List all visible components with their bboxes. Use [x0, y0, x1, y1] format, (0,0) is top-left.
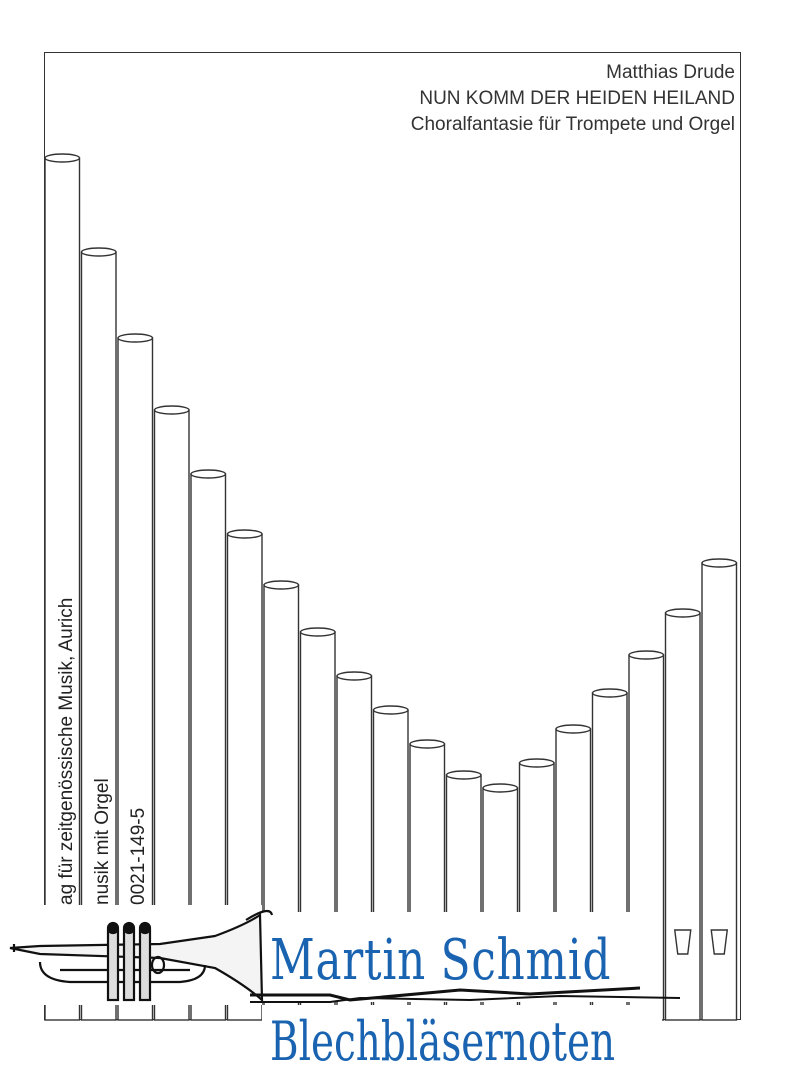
work-subtitle: Choralfantasie für Trompete und Orgel	[410, 114, 735, 135]
organ-pipe-top	[153, 405, 190, 415]
composer-name: Matthias Drude	[606, 62, 735, 83]
logo-line-1: Martin Schmid	[270, 928, 612, 993]
organ-pipe-top	[409, 739, 446, 749]
work-title: NUN KOMM DER HEIDEN HEILAND	[419, 88, 735, 109]
organ-pipe-top	[299, 627, 336, 637]
organ-pipe-top	[80, 247, 117, 257]
organ-pipe-top	[555, 724, 592, 734]
cover-header: Matthias Drude NUN KOMM DER HEIDEN HEILA…	[411, 60, 735, 138]
logo-band	[0, 905, 681, 1080]
organ-pipe-top	[591, 688, 628, 698]
organ-pipe-top	[445, 770, 482, 780]
organ-pipe-top	[518, 758, 555, 768]
organ-pipe-top	[117, 333, 154, 343]
organ-pipe-top	[482, 783, 519, 793]
organ-pipe-top	[226, 529, 263, 539]
organ-pipe-top	[628, 650, 665, 660]
organ-pipe-top	[372, 705, 409, 715]
organ-pipe-top	[664, 608, 701, 618]
organ-pipe-top	[263, 580, 300, 590]
logo-line-2: Blechbläsernoten	[270, 1010, 616, 1073]
spine-number: 0021-149-5	[128, 807, 149, 905]
organ-pipe-mouth	[673, 929, 692, 955]
organ-pipe-top	[336, 671, 373, 681]
organ-pipe-top	[44, 153, 81, 163]
spine-publisher: ag für zeitgenössische Musik, Aurich	[56, 597, 77, 905]
organ-pipe-mouth	[710, 929, 729, 955]
spine-series: nusik mit Orgel	[92, 778, 113, 905]
trumpet-icon	[9, 909, 274, 1003]
organ-pipe-top	[701, 558, 738, 568]
organ-pipe-top	[190, 469, 227, 479]
